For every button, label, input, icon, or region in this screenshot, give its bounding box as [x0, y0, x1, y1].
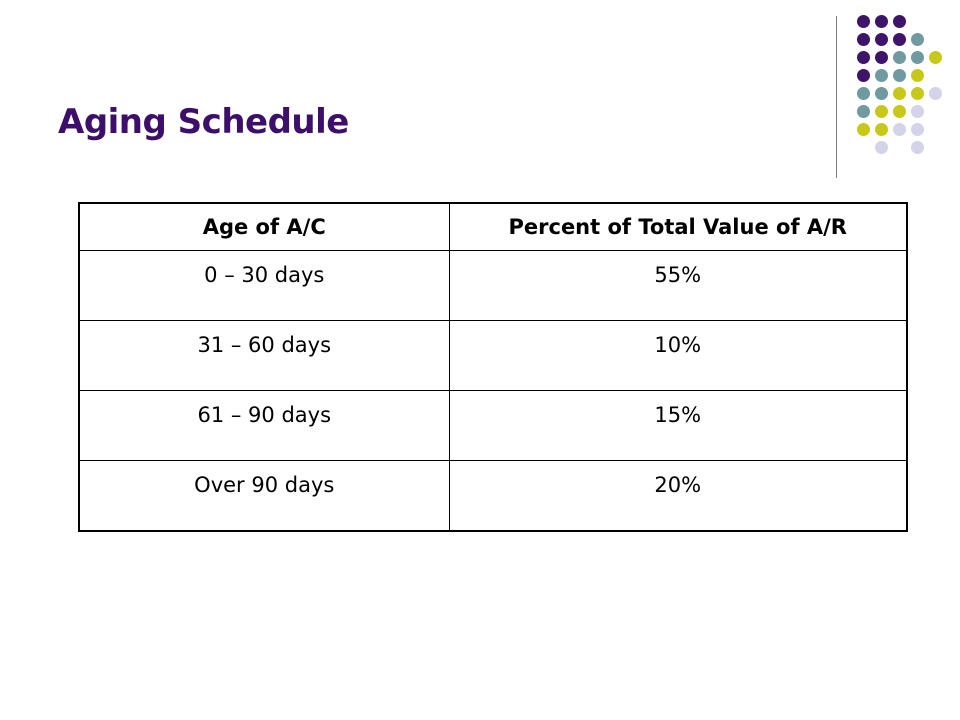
dot-teal [893, 51, 906, 64]
dot-teal [911, 33, 924, 46]
slide-title: Aging Schedule [58, 102, 349, 142]
column-header-percent: Percent of Total Value of A/R [448, 202, 908, 251]
dot-lavender [911, 123, 924, 136]
percent-cell: 10% [448, 320, 908, 391]
dot-lavender [875, 141, 888, 154]
dot-purple [875, 33, 888, 46]
dot-olive [893, 87, 906, 100]
percent-cell: 55% [448, 250, 908, 321]
dot-teal [893, 69, 906, 82]
dot-teal [875, 87, 888, 100]
age-cell: 0 – 30 days [78, 250, 450, 321]
dot-teal [911, 51, 924, 64]
dot-purple [857, 51, 870, 64]
dot-olive [875, 123, 888, 136]
age-cell: 31 – 60 days [78, 320, 450, 391]
decorative-dot-grid [845, 10, 945, 160]
dot-purple [893, 33, 906, 46]
dot-olive [929, 51, 942, 64]
age-cell: 61 – 90 days [78, 390, 450, 461]
dot-lavender [911, 105, 924, 118]
dot-lavender [911, 141, 924, 154]
table-row: Over 90 days 20% [78, 460, 908, 531]
dot-purple [857, 69, 870, 82]
dot-lavender [929, 87, 942, 100]
dot-purple [857, 15, 870, 28]
dot-teal [875, 69, 888, 82]
dot-lavender [893, 123, 906, 136]
age-cell: Over 90 days [78, 460, 450, 531]
dot-olive [911, 69, 924, 82]
column-header-age: Age of A/C [78, 202, 450, 251]
dot-teal [857, 87, 870, 100]
dot-olive [893, 105, 906, 118]
percent-cell: 20% [448, 460, 908, 531]
dot-olive [875, 105, 888, 118]
table-row: 61 – 90 days 15% [78, 390, 908, 461]
dot-purple [857, 33, 870, 46]
vertical-divider [836, 16, 837, 178]
table-row: 31 – 60 days 10% [78, 320, 908, 391]
dot-purple [875, 51, 888, 64]
dot-purple [893, 15, 906, 28]
dot-purple [875, 15, 888, 28]
dot-teal [857, 105, 870, 118]
dot-olive [857, 123, 870, 136]
table-row: 0 – 30 days 55% [78, 250, 908, 321]
aging-schedule-table: Age of A/C Percent of Total Value of A/R… [78, 202, 908, 532]
percent-cell: 15% [448, 390, 908, 461]
dot-olive [911, 87, 924, 100]
table-header-row: Age of A/C Percent of Total Value of A/R [78, 202, 908, 251]
